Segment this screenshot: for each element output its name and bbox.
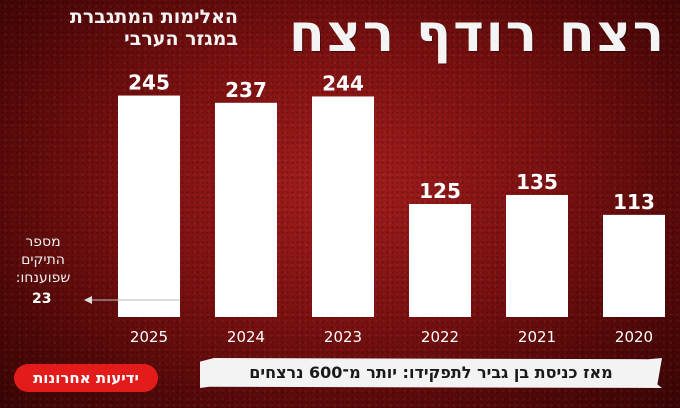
annotation-line-2: התיקים [21,252,65,268]
bar-value-label-2020: 113 [613,190,655,214]
annotation-arrow-head [84,296,92,304]
bar-2021 [506,194,568,317]
annotation-line-3: שפוענחו: [15,270,71,286]
bottom-banner: מאז כניסת בן גביר לתפקידו: יותר מ־600 נר… [200,358,662,388]
annotation-line-1: מספר [25,234,61,250]
bar-2022 [409,204,471,317]
x-tick-label-2022: 2022 [421,328,459,346]
x-tick-label-2021: 2021 [518,328,556,346]
bar-2020 [603,214,665,317]
bar-2024 [215,102,277,318]
x-tick-label-2023: 2023 [324,328,362,346]
bar-2025 [118,95,180,317]
solved-cases-value: 23 [32,291,52,307]
x-tick-label-2025: 2025 [130,328,168,346]
bars-group: 245 2025 237 2024 244 2023 125 2022 135 2021 113 20… [118,71,665,346]
page-subtitle: האלימות המתגברת במגזר הערבי [18,6,238,50]
bar-value-label-2021: 135 [516,170,558,194]
annotation-group [84,296,180,304]
bar-value-label-2023: 244 [322,71,364,95]
bar-2023 [312,96,374,317]
subtitle-line-1: האלימות המתגברת [69,6,238,28]
solved-cases-annotation: מספר התיקים שפוענחו: [6,233,80,287]
bar-value-label-2022: 125 [419,179,461,203]
bar-value-label-2025: 245 [128,71,170,95]
x-tick-label-2020: 2020 [615,328,653,346]
x-tick-label-2024: 2024 [227,328,265,346]
page-title: רצח רודף רצח [289,4,666,64]
publisher-logo: ידיעות אחרונות [14,364,158,392]
bar-value-label-2024: 237 [225,78,267,102]
subtitle-line-2: במגזר הערבי [124,28,238,50]
